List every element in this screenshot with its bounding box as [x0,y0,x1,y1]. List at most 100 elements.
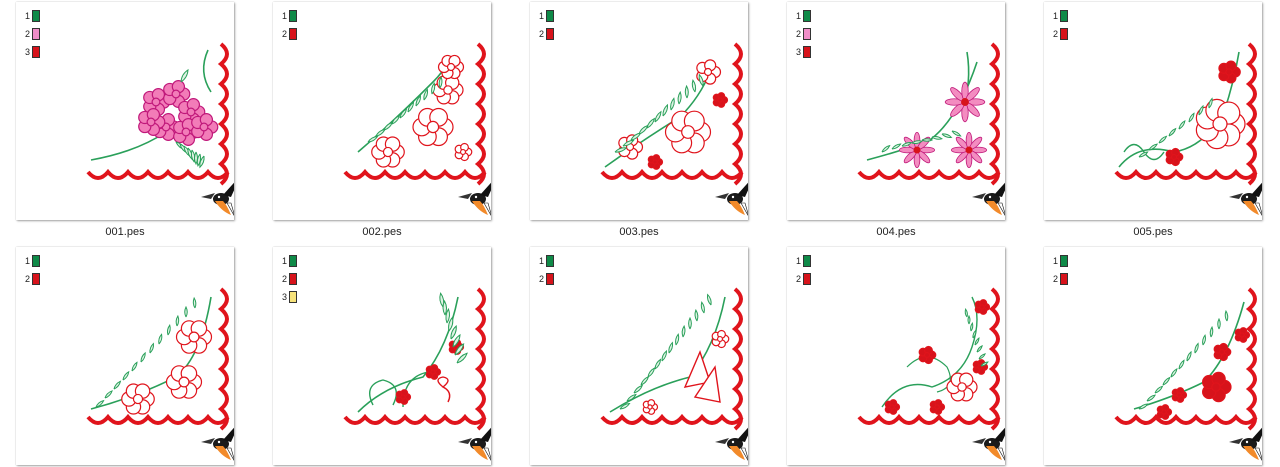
embroidery-preview [600,287,748,461]
thread-color-list: 1 2 3 [24,7,40,61]
flower [173,118,201,146]
flower [711,329,730,349]
hummingbird-icon [972,427,1005,461]
thread-color-row: 1 [281,252,297,270]
thread-color-number: 2 [795,28,801,39]
hummingbird-icon [201,182,234,216]
embroidery-motif [609,293,730,415]
thread-color-number: 2 [1052,273,1058,284]
thread-color-number: 1 [281,255,287,266]
flower [1218,60,1241,84]
thread-color-number: 1 [1052,10,1058,21]
embroidery-motif [357,292,468,413]
file-name-label[interactable]: 003.pes [619,226,659,238]
thread-color-swatch [32,28,40,40]
scalloped-border [600,42,744,186]
thread-color-row: 1 [795,7,811,25]
flower [138,108,166,136]
file-thumbnail[interactable]: 1 2 3 [16,2,234,220]
thread-color-number: 1 [281,10,287,21]
thread-color-number: 3 [281,291,287,302]
hummingbird-icon [458,427,491,461]
file-thumbnail[interactable]: 1 2 3 [787,2,1005,220]
flower [437,54,465,80]
flower [1213,342,1232,362]
embroidery-motif [1133,301,1251,420]
flower [1156,404,1173,420]
flower [1171,387,1188,403]
flower [425,364,442,380]
flower [712,92,729,108]
embroidery-motif [604,59,729,170]
thread-color-row: 1 [538,7,554,25]
thread-color-number: 1 [24,10,30,21]
thread-color-swatch [1060,255,1068,267]
embroidery-preview [343,42,491,216]
thread-color-number: 1 [795,255,801,266]
thread-color-swatch [289,273,297,285]
file-name-label[interactable]: 001.pes [105,226,145,238]
flower [395,389,412,405]
flower [664,110,712,154]
thread-color-row: 3 [24,43,40,61]
thread-color-swatch [803,28,811,40]
flower [946,372,978,402]
embroidery-preview [86,42,234,216]
thread-color-swatch [289,28,297,40]
hummingbird-icon [201,427,234,461]
flower [918,345,937,365]
flower [432,75,464,105]
flower [175,320,213,354]
file-thumbnail[interactable]: 1 2 3 [273,247,491,465]
thread-color-swatch [1060,10,1068,22]
thread-color-swatch [803,255,811,267]
embroidery-motif [881,296,991,415]
file-name-label[interactable]: 005.pes [1133,226,1173,238]
scalloped-border [857,42,1001,186]
flower [884,399,901,415]
thread-color-row: 2 [1052,25,1068,43]
scalloped-border [86,287,230,431]
flower [647,154,664,170]
thread-color-row: 3 [795,43,811,61]
file-name-label[interactable]: 002.pes [362,226,402,238]
file-name-label[interactable]: 004.pes [876,226,916,238]
thread-color-row: 1 [24,7,40,25]
flower [1202,371,1232,403]
thread-color-number: 2 [795,273,801,284]
thread-color-swatch [803,10,811,22]
thread-color-number: 2 [24,28,30,39]
flower [972,359,989,375]
hummingbird-icon [1229,427,1262,461]
scalloped-border [600,287,744,431]
flower [974,299,991,315]
thread-color-row: 2 [538,270,554,288]
thread-color-number: 1 [538,10,544,21]
thread-color-number: 2 [24,273,30,284]
thread-color-swatch [546,10,554,22]
thread-color-swatch [32,273,40,285]
thread-color-row: 2 [281,270,297,288]
thread-color-row: 1 [795,252,811,270]
embroidery-preview [857,287,1005,461]
embroidery-motif [357,54,473,168]
flower [944,81,986,123]
thread-color-list: 1 2 3 [795,7,811,61]
flower [950,131,988,169]
thread-color-row: 3 [281,288,297,306]
embroidery-preview [343,287,491,461]
thread-color-number: 1 [538,255,544,266]
scalloped-border [1114,287,1258,431]
embroidery-motif [1118,51,1246,168]
thread-color-number: 2 [1052,28,1058,39]
flower [121,383,155,415]
